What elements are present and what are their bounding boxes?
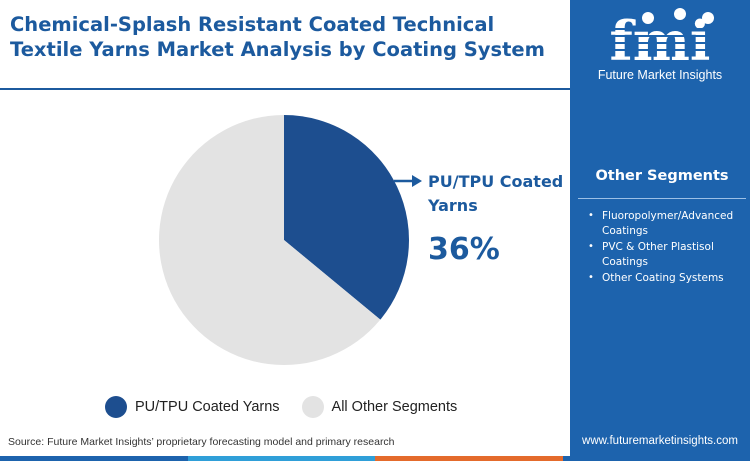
segment-label: Fluoropolymer/Advanced Coatings: [602, 210, 734, 237]
logo-caption: Future Market Insights: [597, 68, 723, 82]
other-segments-list: • Fluoropolymer/Advanced Coatings • PVC & …: [578, 209, 746, 286]
list-item: • Other Coating Systems: [588, 271, 746, 286]
other-segments-box: Other Segments • Fluoropolymer/Advanced C…: [578, 168, 746, 288]
other-segments-heading: Other Segments: [595, 168, 729, 184]
legend-label-primary: PU/TPU Coated Yarns: [135, 399, 280, 415]
chart-legend: PU/TPU Coated Yarns All Other Segments: [105, 395, 479, 419]
title-divider: [0, 88, 570, 90]
pie-slice-1: [159, 115, 381, 365]
legend-item-primary: PU/TPU Coated Yarns: [105, 396, 280, 418]
callout-arrow-icon: [394, 175, 422, 187]
callout-value: 36%: [428, 232, 500, 267]
accent-bar-segment: [187, 456, 375, 461]
legend-swatch-primary: [105, 396, 127, 418]
callout-label: PU/TPU Coated Yarns: [428, 172, 564, 215]
chart-title: Chemical-Splash Resistant Coated Technic…: [10, 13, 545, 61]
bottom-accent-bar: [0, 456, 750, 461]
accent-bar-segment: [562, 456, 750, 461]
bullet-icon: •: [588, 272, 594, 283]
segment-label: Other Coating Systems: [602, 272, 724, 284]
legend-item-other: All Other Segments: [301, 396, 458, 418]
accent-bar-segment: [0, 456, 188, 461]
other-segments-divider: [578, 198, 746, 199]
accent-bar-segment: [375, 456, 563, 461]
bullet-icon: •: [588, 210, 594, 221]
list-item: • Fluoropolymer/Advanced Coatings: [588, 209, 746, 238]
pie-chart: [159, 115, 409, 365]
segment-label: PVC & Other Plastisol Coatings: [602, 241, 714, 268]
fmi-logo: fmi: [590, 8, 730, 73]
legend-label-other: All Other Segments: [331, 399, 458, 415]
bullet-icon: •: [588, 241, 594, 252]
website-link[interactable]: www.futuremarketinsights.com: [582, 435, 738, 447]
pie-slice-0: [284, 115, 409, 320]
source-note: Source: Future Market Insights’ propriet…: [8, 436, 395, 448]
list-item: • PVC & Other Plastisol Coatings: [588, 240, 746, 269]
sidebar-panel: [570, 0, 750, 461]
logo-wordmark: fmi: [610, 9, 711, 73]
legend-swatch-other: [301, 396, 324, 418]
